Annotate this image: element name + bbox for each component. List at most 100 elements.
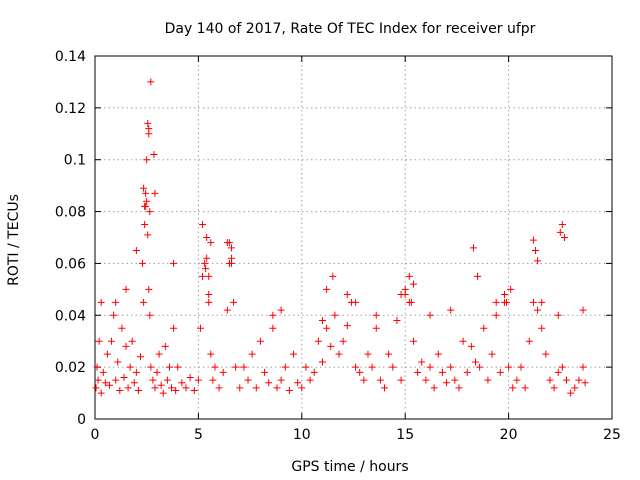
data-point — [261, 368, 269, 376]
data-point — [170, 259, 178, 267]
data-point — [331, 311, 339, 319]
data-point — [414, 368, 422, 376]
data-point — [381, 384, 389, 392]
data-point — [163, 376, 171, 384]
data-point — [397, 376, 405, 384]
data-point — [352, 363, 360, 371]
data-point — [219, 368, 227, 376]
data-point — [397, 291, 405, 299]
data-point — [145, 130, 153, 138]
y-axis-label: ROTI / TECUs — [6, 194, 22, 286]
x-tick-label: 20 — [500, 427, 518, 443]
data-point — [116, 386, 124, 394]
data-point — [97, 298, 105, 306]
data-point — [513, 376, 521, 384]
data-point — [409, 337, 417, 345]
data-point — [244, 376, 252, 384]
data-point — [143, 197, 151, 205]
data-point — [579, 363, 587, 371]
data-point — [265, 379, 273, 387]
data-point — [393, 316, 401, 324]
data-point — [94, 376, 102, 384]
data-point — [476, 363, 484, 371]
data-point — [525, 337, 533, 345]
data-point — [434, 350, 442, 358]
data-point — [203, 254, 211, 262]
data-point — [571, 384, 579, 392]
x-tick-labels: 0 5 10 15 20 25 — [91, 427, 621, 443]
data-point — [157, 381, 165, 389]
data-point — [447, 363, 455, 371]
grid-lines — [95, 56, 612, 419]
data-point — [302, 363, 310, 371]
data-point — [409, 280, 417, 288]
data-point — [165, 363, 173, 371]
y-tick-labels: 0 0.02 0.04 0.06 0.08 0.1 0.12 0.14 — [55, 49, 86, 428]
data-point — [372, 311, 380, 319]
data-point — [579, 306, 587, 314]
data-point — [480, 324, 488, 332]
data-point — [484, 376, 492, 384]
data-point — [517, 363, 525, 371]
data-point — [178, 379, 186, 387]
data-point — [141, 221, 149, 229]
data-point — [554, 311, 562, 319]
data-point — [248, 350, 256, 358]
data-point — [147, 78, 155, 86]
data-point — [124, 384, 132, 392]
data-point — [146, 311, 154, 319]
data-point — [223, 306, 231, 314]
data-point — [207, 350, 215, 358]
data-point — [256, 337, 264, 345]
data-point — [314, 337, 322, 345]
data-point — [554, 368, 562, 376]
data-point — [298, 384, 306, 392]
data-point — [318, 358, 326, 366]
x-tick-label: 5 — [194, 427, 203, 443]
data-point — [142, 202, 150, 210]
data-point — [186, 374, 194, 382]
y-tick-label: 0.1 — [64, 153, 86, 169]
data-point — [534, 257, 542, 265]
data-point — [507, 285, 515, 293]
data-point — [122, 342, 130, 350]
data-point — [281, 363, 289, 371]
data-point — [472, 358, 480, 366]
data-point — [161, 342, 169, 350]
data-point — [122, 285, 130, 293]
data-point — [285, 386, 293, 394]
data-point — [469, 244, 477, 252]
data-point — [139, 259, 147, 267]
data-point — [558, 221, 566, 229]
data-point — [385, 350, 393, 358]
data-point — [529, 236, 537, 244]
data-point — [168, 384, 176, 392]
data-point — [329, 272, 337, 280]
data-point — [352, 298, 360, 306]
data-point — [128, 337, 136, 345]
x-tick-label: 15 — [396, 427, 414, 443]
data-point — [269, 311, 277, 319]
data-point — [455, 384, 463, 392]
data-point — [503, 298, 511, 306]
data-point — [227, 244, 235, 252]
data-point — [323, 285, 331, 293]
data-point — [567, 389, 575, 397]
data-point — [240, 363, 248, 371]
data-point — [418, 358, 426, 366]
data-point — [492, 298, 500, 306]
data-point — [172, 386, 180, 394]
data-point — [273, 384, 281, 392]
data-point — [488, 350, 496, 358]
data-point — [140, 184, 148, 192]
data-point — [143, 156, 151, 164]
data-point — [132, 246, 140, 254]
data-point — [144, 119, 152, 127]
y-tick-label: 0.14 — [55, 49, 86, 65]
data-point — [120, 374, 128, 382]
data-point — [205, 291, 213, 299]
data-point — [426, 363, 434, 371]
y-tick-label: 0.02 — [55, 360, 86, 376]
data-point — [459, 337, 467, 345]
